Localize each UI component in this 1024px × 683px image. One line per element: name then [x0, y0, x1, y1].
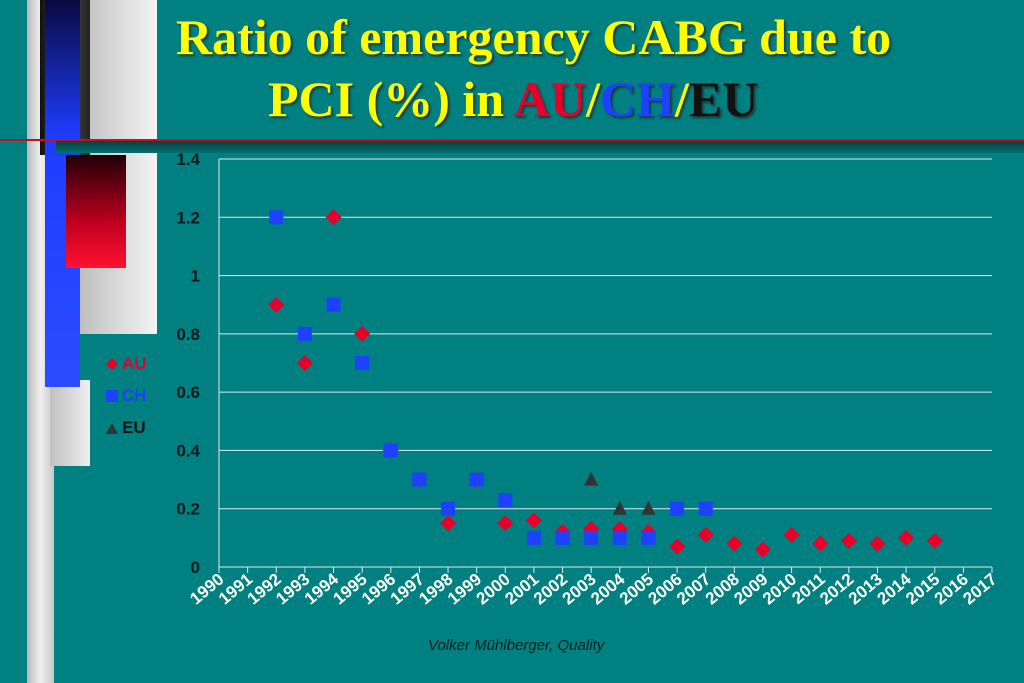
ch-point [641, 530, 656, 545]
title-prefix: PCI (%) in [268, 71, 514, 127]
au-point [898, 529, 915, 546]
ch-point [526, 530, 541, 545]
ch-point [383, 443, 398, 458]
ch-point [297, 326, 312, 341]
chart-legend: AU CH EU [104, 348, 147, 444]
title-line-1: Ratio of emergency CABG due to [176, 9, 892, 65]
au-point [669, 538, 686, 555]
title-au: AU [513, 71, 587, 127]
y-tick-label: 0.6 [176, 383, 200, 402]
au-point [726, 535, 743, 552]
ch-point [555, 530, 570, 545]
legend-label-eu: EU [122, 418, 146, 437]
decor-gray-strip-mid [50, 380, 90, 466]
ch-point [698, 501, 713, 516]
x-tick-label: 2017 [959, 570, 1000, 609]
ch-point [612, 530, 627, 545]
y-tick-label: 1.2 [176, 208, 200, 227]
au-point [354, 325, 371, 342]
au-point [926, 532, 943, 549]
au-point [783, 526, 800, 543]
y-tick-label: 0.8 [176, 325, 200, 344]
ch-point [498, 492, 513, 507]
ch-point [326, 297, 341, 312]
au-point [869, 535, 886, 552]
ch-point [584, 530, 599, 545]
ch-point [269, 210, 284, 225]
au-point [697, 526, 714, 543]
legend-item-ch: CH [104, 380, 147, 412]
y-tick-label: 1.4 [176, 150, 200, 169]
y-tick-label: 0 [191, 558, 200, 577]
legend-label-ch: CH [122, 386, 147, 405]
au-point [296, 355, 313, 371]
legend-label-au: AU [122, 354, 147, 373]
eu-point [612, 500, 627, 515]
title-sep-2: / [674, 71, 689, 127]
ch-point [441, 501, 456, 516]
legend-item-eu: EU [104, 412, 147, 444]
title-ch: CH [599, 71, 675, 127]
title-eu: EU [688, 71, 759, 127]
legend-diamond-icon [104, 356, 120, 372]
au-point [812, 535, 829, 552]
eu-point [641, 500, 656, 515]
ch-point [469, 472, 484, 487]
au-point [440, 515, 457, 532]
ch-point [412, 472, 427, 487]
y-tick-label: 0.4 [176, 441, 200, 460]
decor-red-block [66, 155, 126, 268]
y-tick-label: 1 [191, 267, 200, 286]
eu-point [584, 471, 599, 486]
au-point [497, 515, 514, 532]
au-point [525, 512, 542, 529]
legend-item-au: AU [104, 348, 147, 380]
au-point [754, 541, 771, 558]
au-point [840, 532, 857, 549]
legend-triangle-icon [104, 420, 120, 436]
ch-point [355, 356, 370, 370]
slide-title: Ratio of emergency CABG due to PCI (%) i… [160, 6, 990, 130]
legend-square-icon [104, 388, 120, 404]
au-point [325, 209, 342, 226]
au-point [268, 296, 285, 313]
title-line-2: PCI (%) in AU/CH/EU [160, 68, 990, 130]
decor-red-rule [0, 139, 1024, 141]
decor-shadow-band [56, 141, 1024, 153]
ch-point [670, 501, 685, 516]
title-sep-1: / [586, 71, 600, 127]
footer-credit: Volker Mühlberger, Quality [428, 637, 605, 654]
y-tick-label: 0.2 [176, 500, 200, 519]
